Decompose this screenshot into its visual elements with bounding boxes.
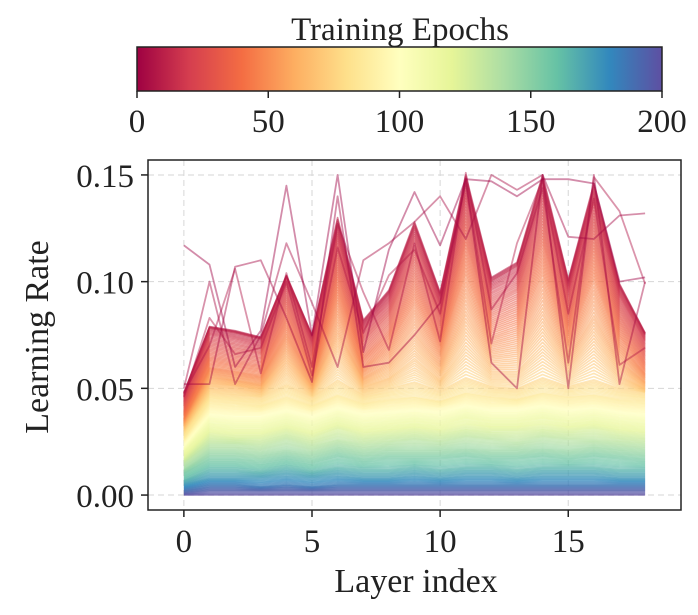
x-tick-label: 10 bbox=[424, 524, 457, 560]
y-axis-label: Learning Rate bbox=[19, 240, 56, 434]
colorbar-ticks: 0 50 100 150 200 bbox=[129, 91, 687, 140]
y-tick-label: 0.15 bbox=[76, 159, 134, 195]
x-tick-label: 5 bbox=[304, 524, 321, 560]
colorbar-tick-label: 150 bbox=[506, 104, 556, 140]
colorbar-label: Training Epochs bbox=[291, 12, 509, 48]
x-axis-label: Layer index bbox=[334, 563, 497, 600]
colorbar-tick-label: 200 bbox=[637, 104, 687, 140]
x-tick-label: 0 bbox=[176, 524, 193, 560]
y-tick-label: 0.00 bbox=[76, 479, 134, 515]
series-line-epoch-198 bbox=[184, 493, 645, 494]
colorbar-tick-label: 50 bbox=[252, 104, 285, 140]
colorbar bbox=[137, 47, 662, 91]
colorbar-tick-label: 100 bbox=[375, 104, 425, 140]
y-tick-label: 0.05 bbox=[76, 372, 134, 408]
colorbar-tick-label: 0 bbox=[129, 104, 146, 140]
x-ticks: 0 5 10 15 bbox=[176, 510, 585, 560]
y-tick-label: 0.10 bbox=[76, 266, 134, 302]
y-ticks: 0.00 0.05 0.10 0.15 bbox=[76, 159, 148, 515]
x-tick-label: 15 bbox=[552, 524, 585, 560]
